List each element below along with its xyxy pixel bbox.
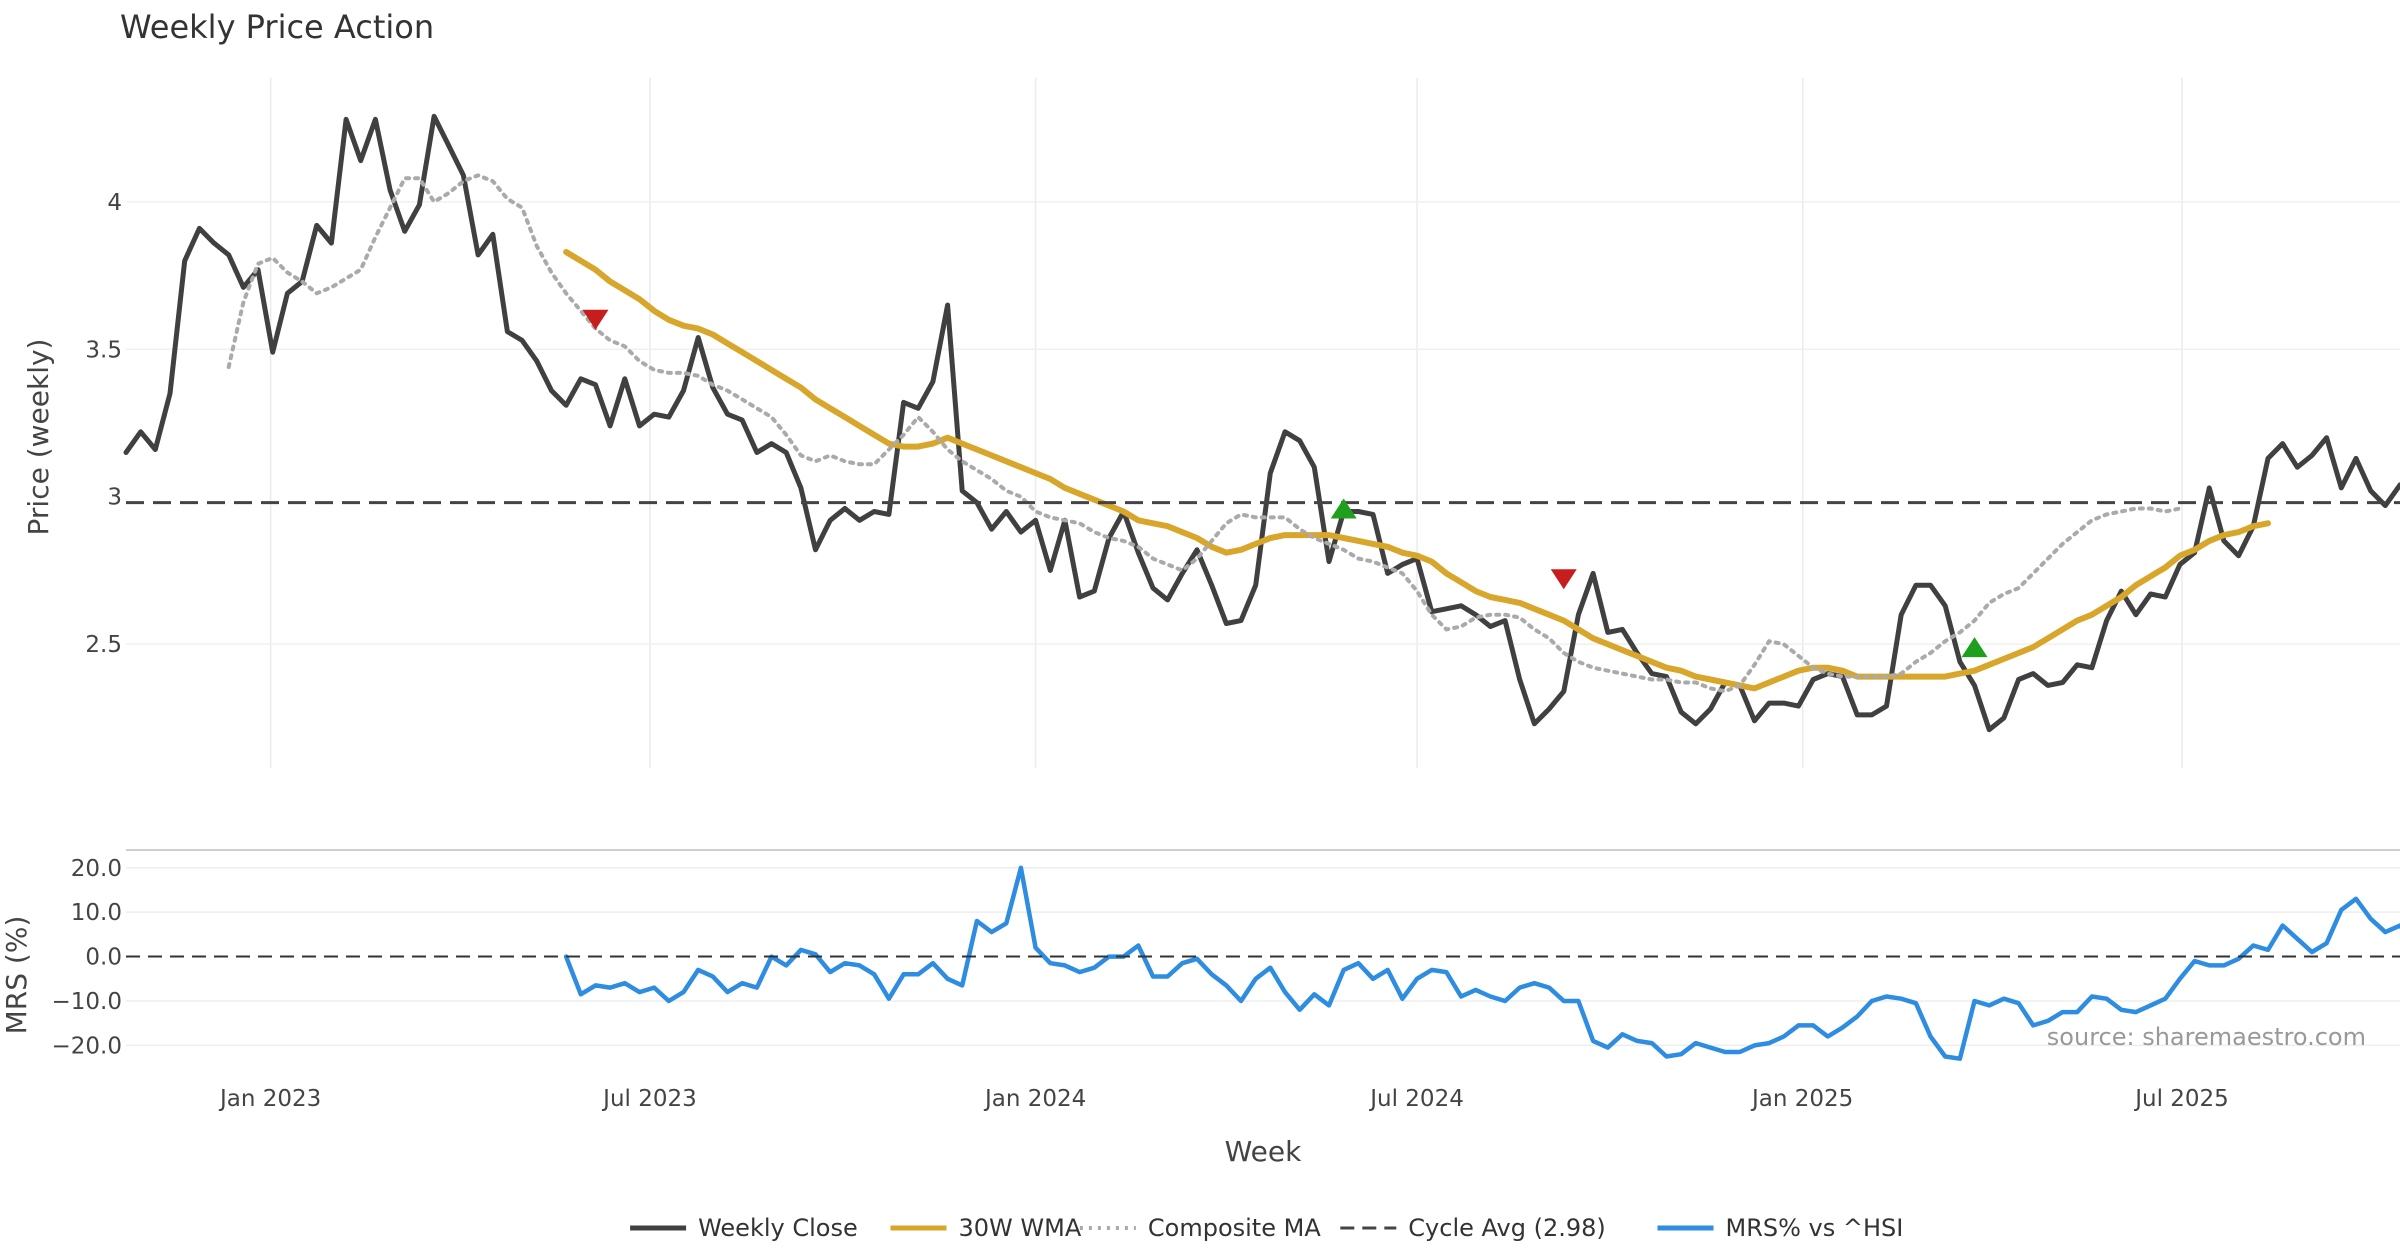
sell-signal-marker [1550, 569, 1577, 590]
x-tick-label: Jul 2024 [1368, 1086, 1464, 1112]
y-tick-label: 10.0 [71, 900, 122, 926]
price-panel: 2.5 3 3.5 4 Price (weekly) [22, 78, 2400, 768]
y-tick-label: 3.5 [85, 337, 122, 363]
x-tick-label: Jul 2023 [601, 1086, 697, 1112]
legend-label-weekly-close: Weekly Close [698, 1214, 858, 1242]
legend-label-mrs-vs-hsi: MRS% vs ^HSI [1726, 1214, 1904, 1242]
legend: Weekly Close 30W WMA Composite MA Cycle Avg… [630, 1214, 1903, 1242]
x-axis-title: Week [1225, 1135, 1302, 1168]
legend-label-composite-ma: Composite MA [1148, 1214, 1321, 1242]
series-line-30w-wma [563, 249, 2271, 692]
y-tick-label: 0.0 [85, 945, 122, 971]
y-tick-label: 20.0 [71, 856, 122, 882]
series-line-weekly-close [123, 113, 2400, 733]
x-axis: Jan 2023 Jul 2023 Jan 2024 Jul 2024 Jan 2025… [218, 1086, 2229, 1112]
x-tick-label: Jan 2024 [983, 1086, 1086, 1112]
x-tick-label: Jan 2023 [218, 1086, 321, 1112]
y-tick-label: 2.5 [85, 632, 122, 658]
x-tick-label: Jul 2025 [2133, 1086, 2229, 1112]
buy-signal-marker [1961, 637, 1988, 658]
y-tick-label: −10.0 [52, 989, 122, 1015]
y-axis-title: MRS (%) [0, 916, 33, 1035]
y-tick-label: −20.0 [52, 1033, 122, 1059]
chart-title: Weekly Price Action [120, 8, 434, 46]
series-line-composite-ma [226, 173, 2182, 694]
y-tick-label: 3 [107, 485, 122, 511]
sell-signal-marker [582, 309, 609, 330]
mrs-panel: 20.0 10.0 0.0 −10.0 −20.0 MRS (%) [0, 849, 2400, 1061]
source-note: source: sharemaestro.com [2047, 1023, 2366, 1051]
buy-signal-marker [1330, 498, 1357, 519]
x-tick-label: Jan 2025 [1750, 1086, 1853, 1112]
y-tick-label: 4 [107, 190, 122, 216]
series-line-mrs-vs-hsi [563, 865, 2400, 1061]
y-axis-title: Price (weekly) [22, 339, 55, 536]
legend-label-cycle-avg-2-98: Cycle Avg (2.98) [1408, 1214, 1605, 1242]
legend-label-30w-wma: 30W WMA [959, 1214, 1082, 1242]
